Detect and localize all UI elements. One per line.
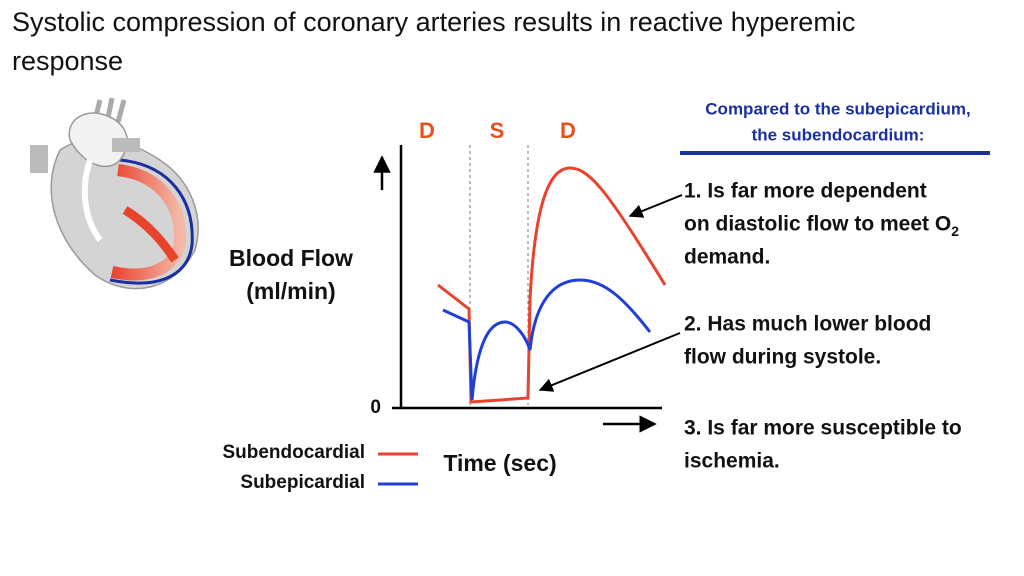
point-text: on diastolic flow to meet O2	[684, 213, 959, 239]
y-axis-label: (ml/min)	[246, 278, 335, 304]
flow-curve	[442, 278, 652, 401]
point-text: demand.	[684, 246, 770, 269]
pointer-arrow	[538, 332, 681, 392]
subscript: 2	[951, 223, 959, 239]
legend-label: Subendocardial	[222, 442, 365, 463]
point-text: 2. Has much lower blood	[684, 313, 931, 336]
heart-illustration	[30, 97, 199, 290]
point-text: flow during systole.	[684, 346, 881, 369]
point-text: 3. Is far more susceptible to	[684, 417, 962, 440]
panel-heading: Compared to the subepicardium,	[705, 99, 970, 118]
title-line: response	[12, 46, 123, 76]
phase-label: S	[490, 118, 505, 143]
point-text: ischemia.	[684, 450, 780, 473]
panel-heading: the subendocardium:	[752, 125, 925, 144]
flow-curve	[437, 166, 667, 404]
point-text: 1. Is far more dependent	[684, 180, 927, 203]
pointer-arrow	[628, 194, 683, 218]
y-axis-label: Blood Flow	[229, 245, 353, 271]
phase-label: D	[419, 118, 435, 143]
zero-label: 0	[370, 397, 381, 418]
x-axis-label: Time (sec)	[443, 450, 556, 476]
phase-label: D	[560, 118, 576, 143]
legend-label: Subepicardial	[240, 472, 365, 493]
title-line: Systolic compression of coronary arterie…	[12, 7, 855, 37]
